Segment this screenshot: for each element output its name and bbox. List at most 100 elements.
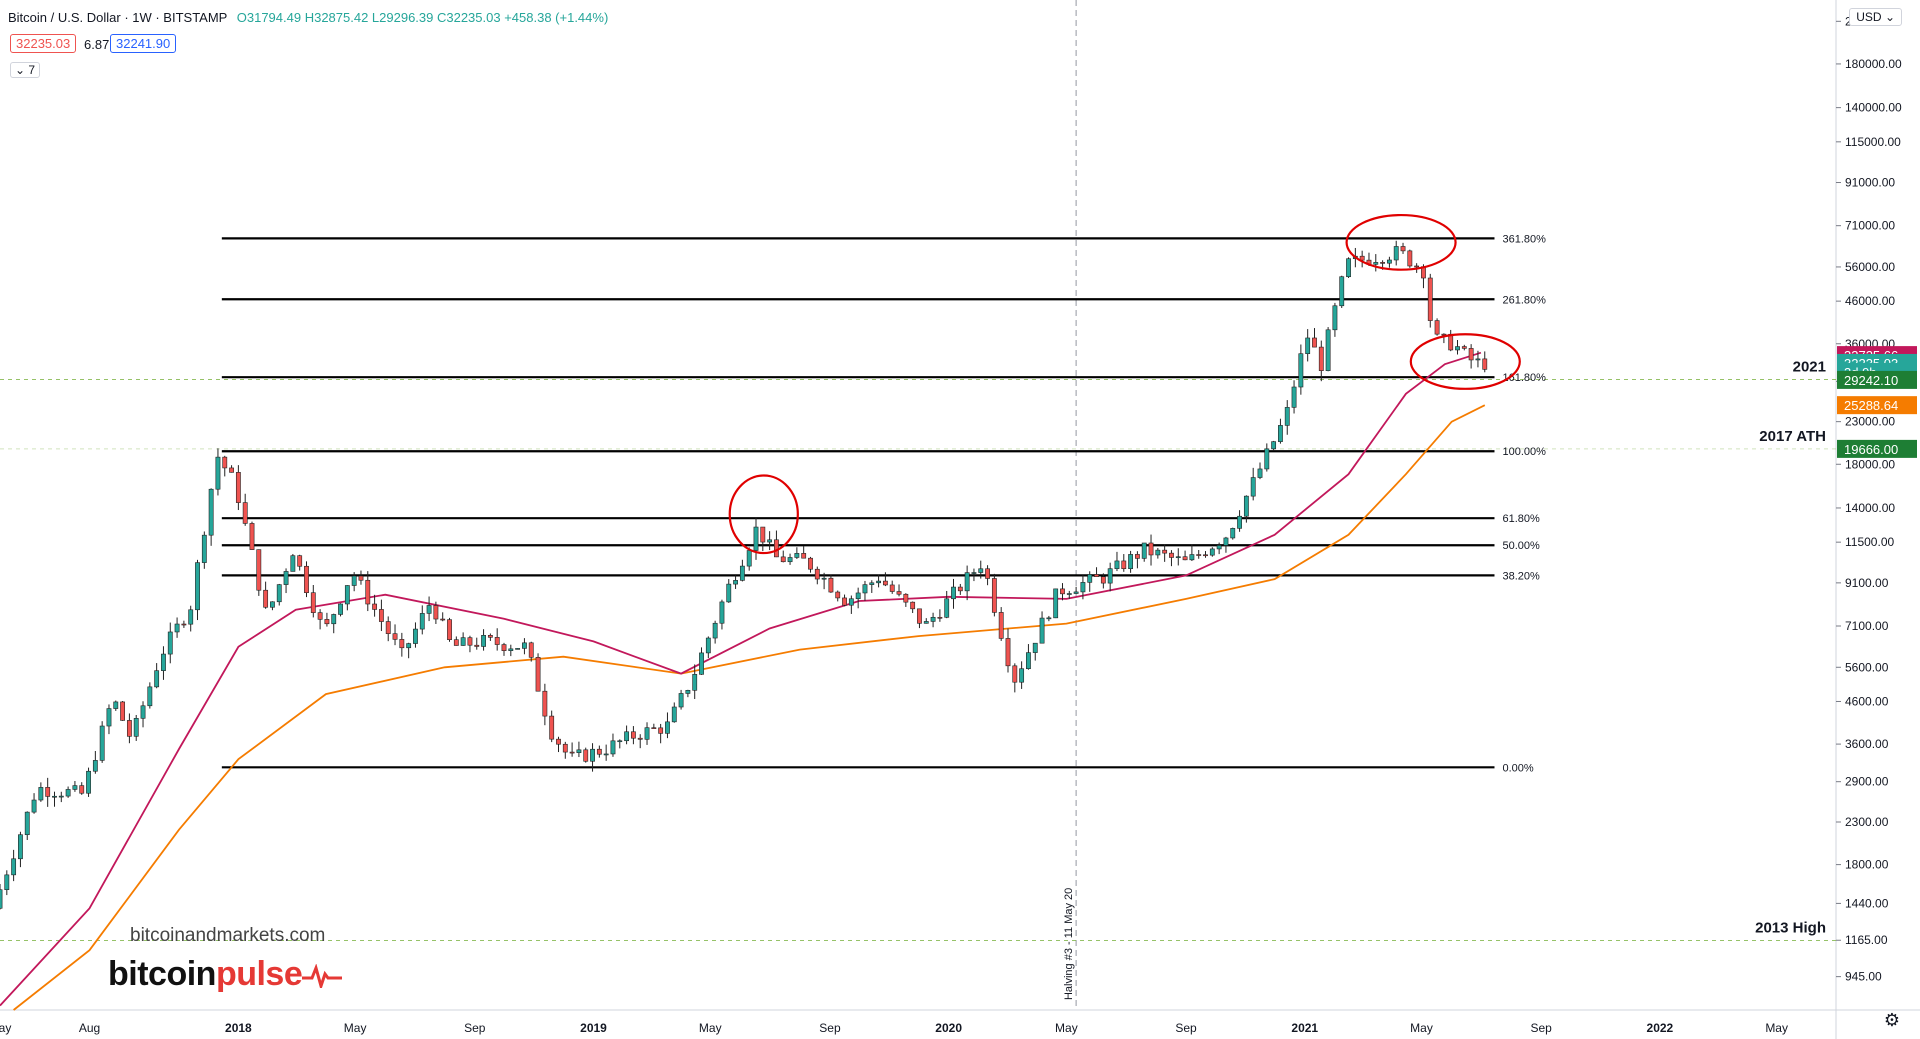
candle-body (576, 749, 582, 754)
watermark-site: bitcoinandmarkets.com (130, 925, 326, 946)
candle (24, 811, 30, 840)
candle-body (1407, 250, 1413, 267)
candle-body (263, 589, 269, 608)
candle (426, 596, 432, 622)
candle-body (106, 708, 112, 727)
candle (1250, 467, 1256, 501)
candle-body (917, 608, 922, 624)
candle (79, 782, 85, 795)
candle-body (31, 799, 37, 813)
ma-slow-line (13, 404, 1486, 1011)
candle-body (1169, 552, 1174, 558)
ma-fast-line (0, 351, 1482, 1007)
candle-body (617, 740, 623, 743)
candle (4, 870, 10, 896)
heartbeat-icon (302, 963, 343, 992)
candle (1407, 249, 1413, 268)
candle-body (978, 568, 984, 573)
candle-body (1414, 265, 1420, 268)
candle (814, 566, 820, 585)
candle (719, 599, 725, 630)
currency-select[interactable]: USD ⌄ (1849, 8, 1902, 26)
candle (161, 646, 166, 680)
y-tick-label: 140000.00 (1845, 101, 1902, 115)
candle (1209, 547, 1215, 557)
candle (1005, 628, 1011, 673)
candle (447, 617, 452, 642)
candle-body (896, 591, 902, 595)
candle (1298, 344, 1304, 395)
candle-body (501, 644, 507, 651)
indicators-collapse-button[interactable]: ⌄ 7 (10, 62, 41, 78)
candle (780, 550, 786, 563)
candle (1182, 550, 1188, 561)
candle-body (1482, 358, 1488, 370)
candle (126, 713, 132, 744)
candle (351, 572, 357, 592)
bid-price[interactable]: 32235.03 (10, 34, 77, 53)
candle-body (542, 690, 548, 717)
candle-body (876, 580, 882, 584)
candle (1046, 615, 1052, 622)
candle-body (1461, 346, 1467, 349)
candle (923, 618, 929, 624)
highlight-circle (1409, 333, 1521, 390)
candle (133, 714, 139, 741)
candle (1441, 333, 1447, 344)
candle (889, 580, 895, 594)
candle (733, 575, 738, 589)
candle-body (1237, 515, 1242, 529)
candle-body (998, 612, 1004, 639)
candle (801, 546, 807, 559)
candle (583, 747, 589, 763)
ask-price[interactable]: 32241.90 (110, 34, 177, 53)
candle-body (1243, 495, 1249, 517)
candle (1223, 536, 1229, 553)
candle-body (276, 584, 282, 603)
candle-body (862, 584, 868, 594)
candle-body (317, 612, 323, 620)
marker-label: 2021 (1793, 359, 1826, 376)
candle (869, 580, 875, 593)
candle (406, 642, 412, 659)
candle-body (1080, 582, 1086, 593)
candle-body (86, 770, 91, 794)
candle-body (1305, 337, 1311, 355)
candle-body (385, 621, 391, 634)
candle-body (1373, 262, 1379, 265)
candle-body (1005, 638, 1011, 667)
candle-body (310, 592, 316, 613)
candle (1305, 329, 1311, 362)
candle-body (842, 597, 847, 606)
candle (372, 594, 378, 617)
candle-body (1359, 255, 1365, 261)
candle (276, 583, 282, 606)
candle (658, 723, 664, 744)
candle-body (344, 585, 350, 605)
candle (624, 725, 630, 745)
candle (576, 741, 582, 758)
candle (678, 689, 684, 710)
candle-body (1475, 358, 1481, 361)
candle-body (126, 720, 132, 737)
candle (1284, 400, 1290, 435)
candle (1134, 551, 1140, 569)
candle (392, 624, 398, 646)
candle-body (467, 637, 473, 646)
candle-body (1230, 528, 1236, 539)
candle-body (1094, 574, 1099, 577)
candle (344, 585, 350, 611)
candle-body (1175, 556, 1181, 559)
candle (549, 710, 555, 743)
candle (522, 638, 527, 655)
candle-body (848, 598, 854, 606)
candle (1264, 443, 1270, 472)
candle (1094, 567, 1099, 577)
candle (821, 572, 827, 590)
candle (1169, 550, 1174, 567)
candle-body (515, 648, 521, 650)
gear-icon[interactable]: ⚙ (1883, 1010, 1900, 1030)
candle-body (1107, 568, 1113, 584)
candle-body (699, 652, 704, 675)
